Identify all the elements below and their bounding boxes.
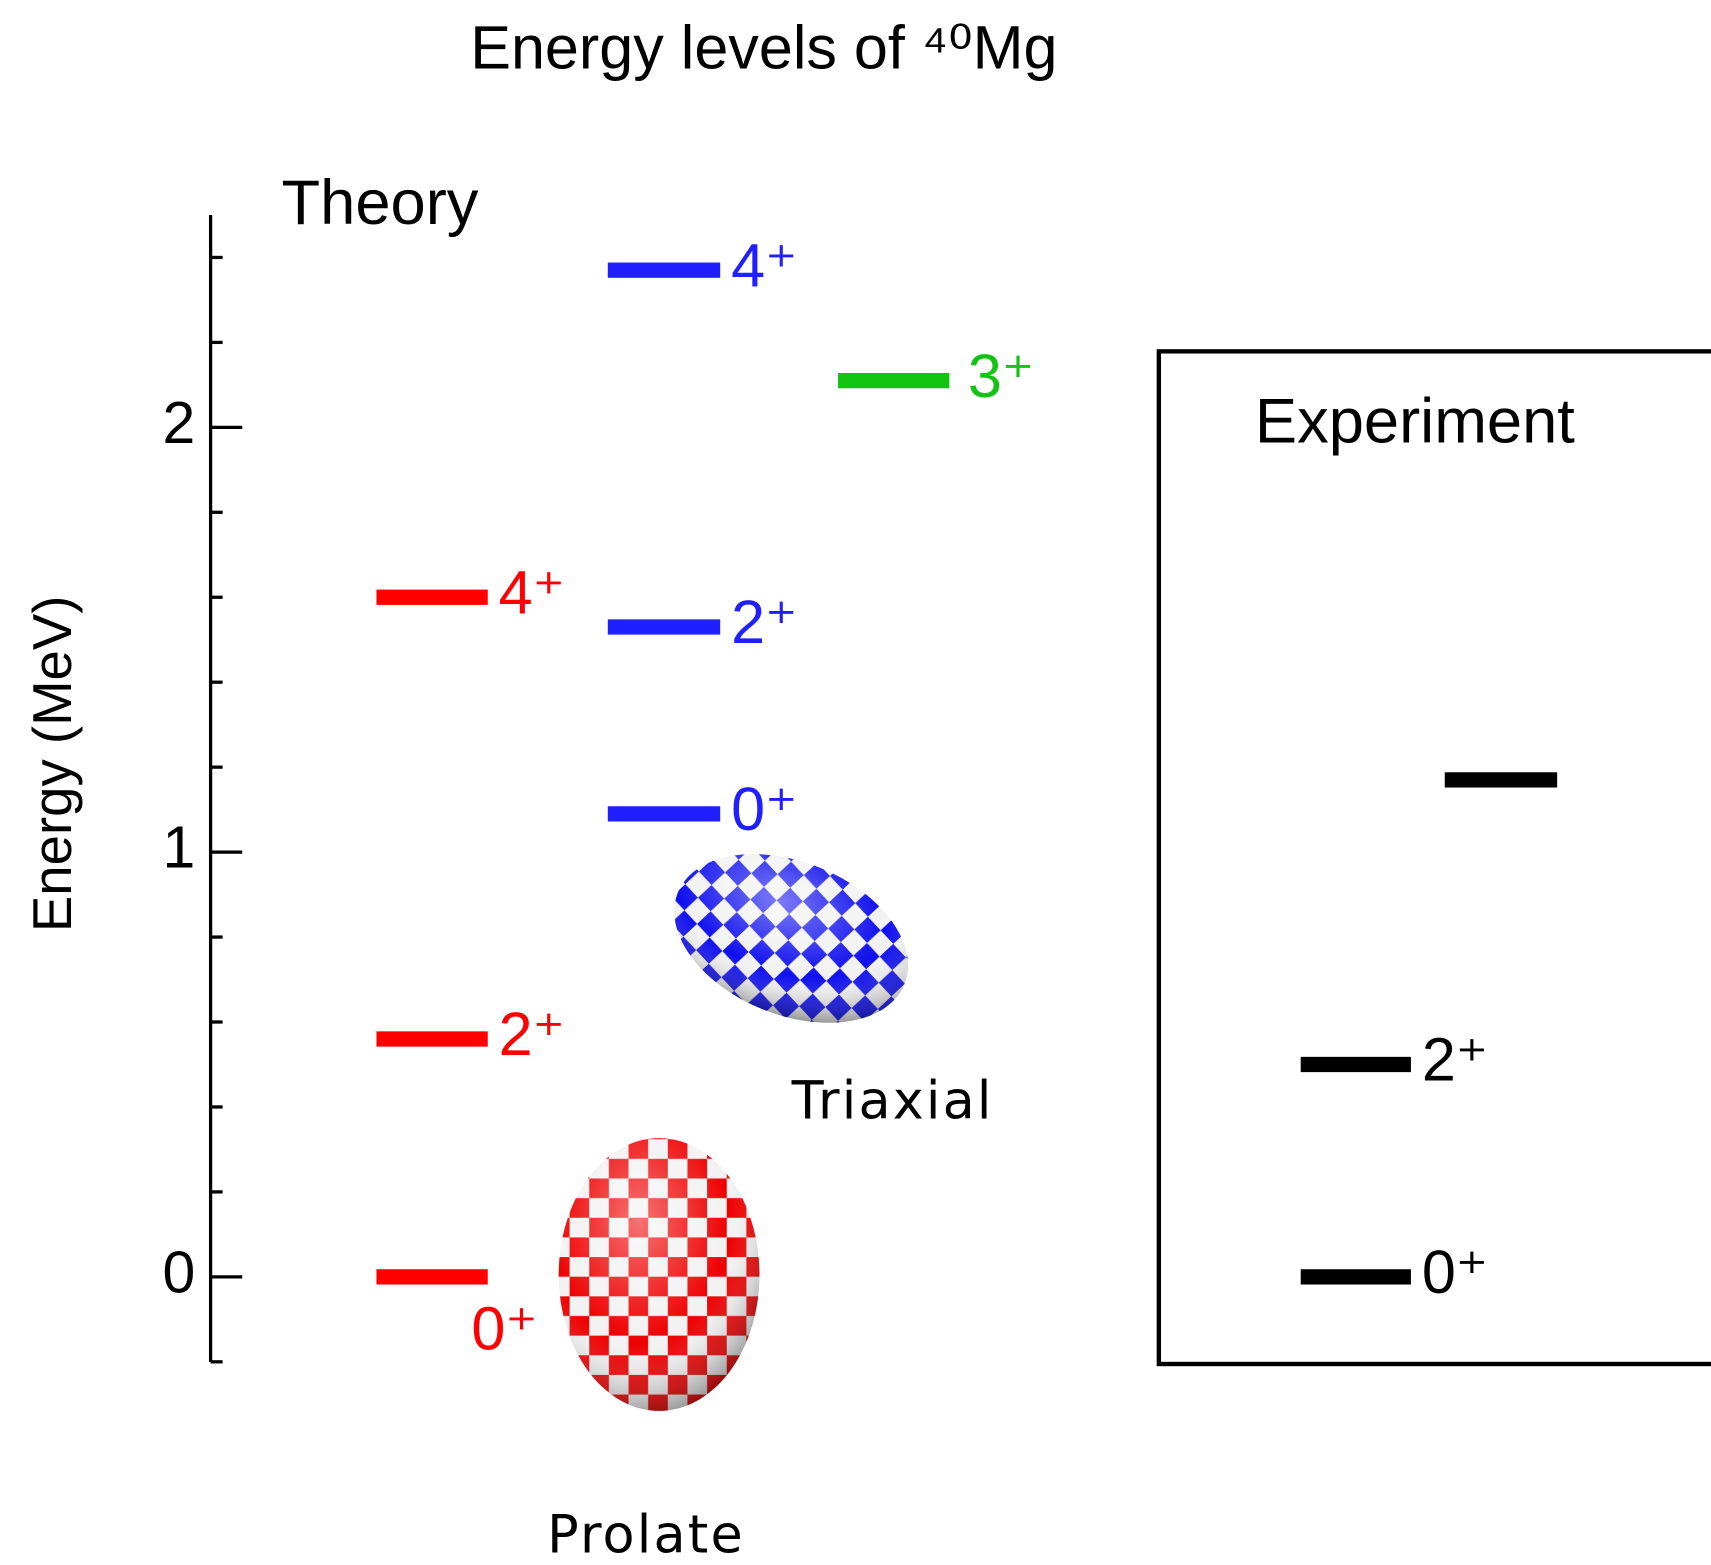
level-label: 0⁺ — [471, 1295, 537, 1363]
experiment-label: Experiment — [1255, 386, 1575, 456]
level-bar — [376, 589, 488, 605]
level-label: 4⁺ — [731, 231, 797, 299]
level-label: 2⁺ — [1422, 1026, 1488, 1094]
level-label: 4⁺ — [499, 558, 565, 626]
level-label: 0⁺ — [1422, 1238, 1488, 1306]
level-label: 2⁺ — [499, 1000, 565, 1068]
prolate-shape — [558, 1138, 760, 1411]
level-bar — [838, 372, 950, 389]
level-bar — [607, 262, 721, 278]
y-axis-label: Energy (MeV) — [22, 596, 83, 932]
level-bar — [1300, 1056, 1411, 1073]
plot: Energy levels of ⁴⁰Mg Energy (MeV) Theor… — [22, 14, 1711, 1565]
level-label: 2⁺ — [731, 588, 797, 656]
level-bar — [376, 1031, 488, 1047]
y-tick-label: 1 — [163, 816, 196, 881]
shape-label: Prolate — [547, 1505, 745, 1565]
y-tick-label: 2 — [163, 391, 196, 456]
level-bar — [1444, 772, 1558, 788]
level-label: 0⁺ — [731, 775, 797, 843]
chart-title: Energy levels of ⁴⁰Mg — [470, 14, 1057, 82]
shape-label: Triaxial — [791, 1070, 994, 1131]
level-bar — [607, 806, 721, 822]
level-bar — [607, 619, 721, 635]
experiment-box — [1156, 349, 1711, 1367]
level-label: 3⁺ — [968, 342, 1034, 410]
theory-label: Theory — [282, 168, 479, 238]
triaxial-shape — [674, 854, 908, 1023]
level-bar — [1300, 1269, 1411, 1285]
level-bar — [376, 1269, 488, 1285]
y-tick-label: 0 — [163, 1240, 196, 1305]
